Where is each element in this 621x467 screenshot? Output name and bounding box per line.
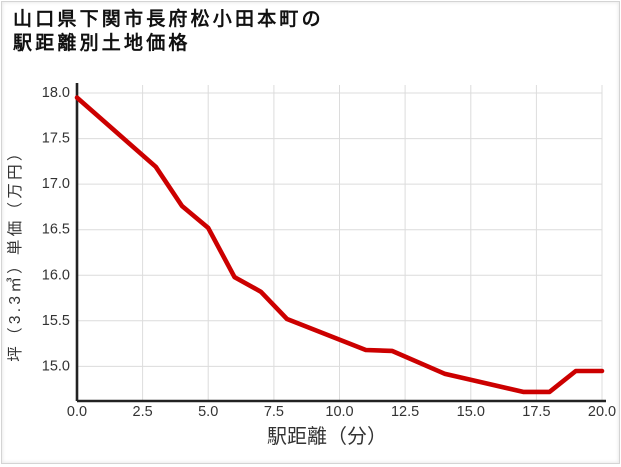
svg-text:15.0: 15.0	[457, 404, 485, 420]
svg-text:10.0: 10.0	[325, 404, 353, 420]
svg-text:18.0: 18.0	[42, 85, 70, 101]
svg-text:20.0: 20.0	[588, 404, 616, 420]
svg-text:16.5: 16.5	[42, 222, 70, 238]
svg-text:7.5: 7.5	[264, 404, 284, 420]
svg-text:駅距離（分）: 駅距離（分）	[267, 425, 387, 448]
svg-text:16.0: 16.0	[42, 267, 70, 283]
svg-text:坪（3.3㎥）単価（万円）: 坪（3.3㎥）単価（万円）	[6, 142, 24, 361]
svg-text:2.5: 2.5	[133, 404, 153, 420]
svg-text:5.0: 5.0	[198, 404, 218, 420]
svg-text:17.0: 17.0	[42, 176, 70, 192]
svg-text:15.5: 15.5	[42, 313, 70, 329]
svg-text:15.0: 15.0	[42, 358, 70, 374]
svg-text:17.5: 17.5	[522, 404, 550, 420]
svg-text:17.5: 17.5	[42, 131, 70, 147]
svg-text:0.0: 0.0	[67, 404, 87, 420]
svg-text:12.5: 12.5	[391, 404, 419, 420]
